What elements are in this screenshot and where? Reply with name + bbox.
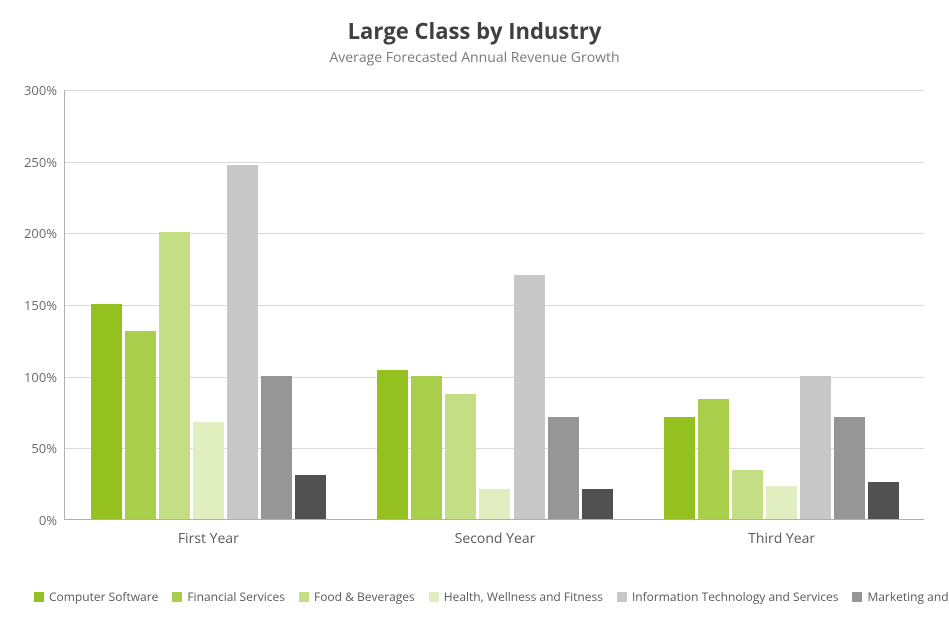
bar (125, 331, 156, 519)
legend-label: Information Technology and Services (632, 588, 839, 605)
bar (479, 489, 510, 519)
legend-item: Computer Software (34, 588, 158, 605)
legend-label: Food & Beverages (314, 588, 415, 605)
legend-label: Marketing and Advertising (867, 588, 949, 605)
bar (698, 399, 729, 519)
bar (834, 417, 865, 519)
legend-swatch (617, 592, 627, 602)
gridline (65, 162, 924, 163)
plot-area: 0%50%100%150%200%250%300%First YearSecon… (64, 90, 924, 520)
bar (377, 370, 408, 519)
bar (411, 376, 442, 519)
legend-swatch (34, 592, 44, 602)
bar (582, 489, 613, 519)
y-axis-tick: 0% (39, 511, 65, 529)
legend-swatch (299, 592, 309, 602)
bar (664, 417, 695, 519)
y-axis-tick: 100% (24, 368, 65, 386)
legend: Computer Software Financial Services Food … (34, 588, 949, 605)
bar (732, 470, 763, 519)
bar (766, 486, 797, 519)
bar (548, 417, 579, 519)
legend-label: Computer Software (49, 588, 158, 605)
bar (91, 304, 122, 519)
gridline (65, 233, 924, 234)
gridline (65, 305, 924, 306)
legend-swatch (852, 592, 862, 602)
legend-item: Financial Services (172, 588, 285, 605)
legend-label: Health, Wellness and Fitness (444, 588, 603, 605)
bar (193, 422, 224, 519)
bar (261, 376, 292, 519)
y-axis-tick: 250% (24, 153, 65, 171)
legend-item: Food & Beverages (299, 588, 415, 605)
gridline (65, 377, 924, 378)
bar (227, 165, 258, 519)
legend-label: Financial Services (187, 588, 285, 605)
bar (159, 232, 190, 519)
gridline (65, 90, 924, 91)
x-axis-label: Third Year (748, 519, 815, 548)
y-axis-tick: 300% (24, 81, 65, 99)
chart-container: 0% 50% 100% 150% 200% 250% 300% First Year Secon… (0, 0, 949, 619)
bar (868, 482, 899, 519)
legend-item: Health, Wellness and Fitness (429, 588, 603, 605)
bar (295, 475, 326, 519)
bar (514, 275, 545, 519)
legend-swatch (429, 592, 439, 602)
bar (800, 376, 831, 519)
legend-item: Information Technology and Services (617, 588, 839, 605)
y-axis-tick: 50% (31, 439, 65, 457)
bar (445, 394, 476, 519)
legend-item: Marketing and Advertising (852, 588, 949, 605)
x-axis-label: First Year (178, 519, 239, 548)
y-axis-tick: 200% (24, 224, 65, 242)
legend-swatch (172, 592, 182, 602)
y-axis-tick: 150% (24, 296, 65, 314)
x-axis-label: Second Year (455, 519, 536, 548)
